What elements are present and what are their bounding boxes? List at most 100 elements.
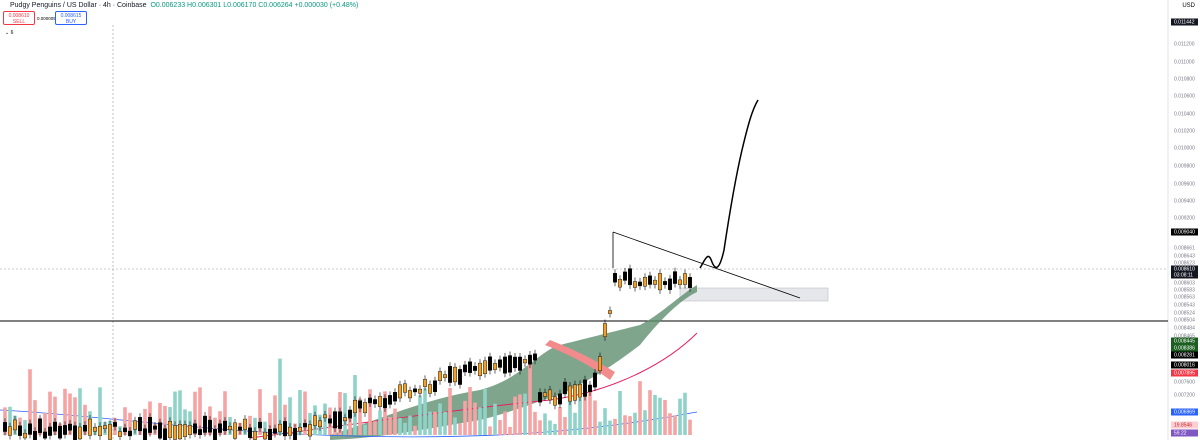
candle-body [578,384,583,398]
candle-body [227,426,232,430]
volume-bar [423,388,427,435]
candle-body [413,388,418,393]
volume-bar [78,388,82,435]
candle-body [207,419,212,433]
price-label: 0.009400 [1174,198,1195,204]
volume-bar [583,387,587,435]
price-label: 0.011442 [1174,19,1195,25]
price-label: 0.010400 [1174,111,1195,117]
candle-body [373,399,378,405]
candle-body [563,381,568,395]
indicator-toggle[interactable]: ⌄ 6 [5,30,14,36]
price-label: 0.008661 [1174,245,1195,251]
candle-body [18,425,23,436]
price-label: 0.008583 [1174,287,1195,293]
volume-bar [158,402,162,435]
volume-bar [523,393,527,435]
volume-bar [303,391,307,435]
volume-bar [193,391,197,435]
volume-bar [108,420,112,435]
candle-body [278,423,283,433]
volume-bar [513,396,517,435]
volume-bar [238,422,242,435]
candle-body [598,356,603,372]
price-badge [1171,421,1198,429]
candle-body [53,421,58,432]
candle-body [102,425,107,430]
price-label: 0.010200 [1174,128,1195,134]
volume-bar [528,355,532,435]
volume-bar [588,387,592,435]
candle-body [92,426,97,432]
candle-body [408,390,413,399]
volume-bar [163,405,167,435]
volume-bar [678,398,682,435]
volume-bar [628,416,632,435]
candle-body [678,279,683,285]
price-label: 0.008563 [1174,294,1195,300]
candle-body [418,388,423,394]
volume-bar [488,426,492,435]
candle-body [202,415,207,433]
price-axis: 0.011442 0.011200 0.011000 0.010800 0.010600… [1171,18,1198,437]
price-label: 0.011000 [1174,59,1195,65]
candle-body [97,426,102,437]
price-label: 0.008504 [1174,317,1195,323]
candle-body [82,425,87,432]
candle-body [318,420,323,428]
price-label: 0.009800 [1174,163,1195,169]
volume-bar [23,419,27,435]
price-badge [1171,361,1198,369]
price-label: 0.007895 [1174,370,1195,376]
volume-bar [298,390,302,435]
volume-bar [458,423,462,435]
price-badge [1171,337,1198,345]
volume-bar [383,391,387,435]
currency[interactable]: USD [1182,3,1195,9]
candle-body [368,397,373,404]
volume-bar [618,390,622,435]
price-badge [1171,429,1198,437]
volume-bar [113,417,117,435]
price-label: 0.008543 [1174,302,1195,308]
sell-button[interactable]: 0.008610 SELL [3,11,35,25]
volume-bar [518,394,522,435]
candle-body [603,323,608,337]
volume-bar [213,417,217,435]
buy-button[interactable]: 0.008615 BUY [55,11,87,25]
volume-bar [53,396,57,435]
volume-bar [178,390,182,435]
candle-body [398,384,403,399]
candle-body [593,372,598,388]
candle-body [378,396,383,407]
volume-bar [173,391,177,435]
volume-bar [188,411,192,435]
volume-bar [28,369,32,435]
candle-body [107,424,112,440]
volume-bar [568,400,572,435]
volume-bar [428,411,432,435]
symbol[interactable]: Pudgy Penguins / US Dollar · 4h · Coinba… [10,2,147,9]
candle-body [7,426,12,436]
price-label: 0.007600 [1174,379,1195,385]
price-label: 0.008643 [1174,253,1195,259]
candle-body [623,271,628,281]
candle-body [518,356,523,371]
candle-body [273,428,278,434]
volume-bar [668,413,672,435]
volume-bar [448,387,452,435]
candle-body [673,271,678,284]
candle-body [237,426,242,431]
symbol-header: Pudgy Penguins / US Dollar · 4h · Coinba… [10,2,358,9]
price-badge [1171,18,1198,26]
candle-body [558,393,563,405]
price-label: 0.008610 [1174,266,1195,272]
volume-bar [483,389,487,435]
price-label: 0.008623 [1174,260,1195,266]
candle-body [288,426,293,436]
volume-bar [468,387,472,435]
volume-bar [653,394,657,435]
volume-bar [573,412,577,435]
candle-body [553,396,558,406]
candle-body [212,428,217,440]
